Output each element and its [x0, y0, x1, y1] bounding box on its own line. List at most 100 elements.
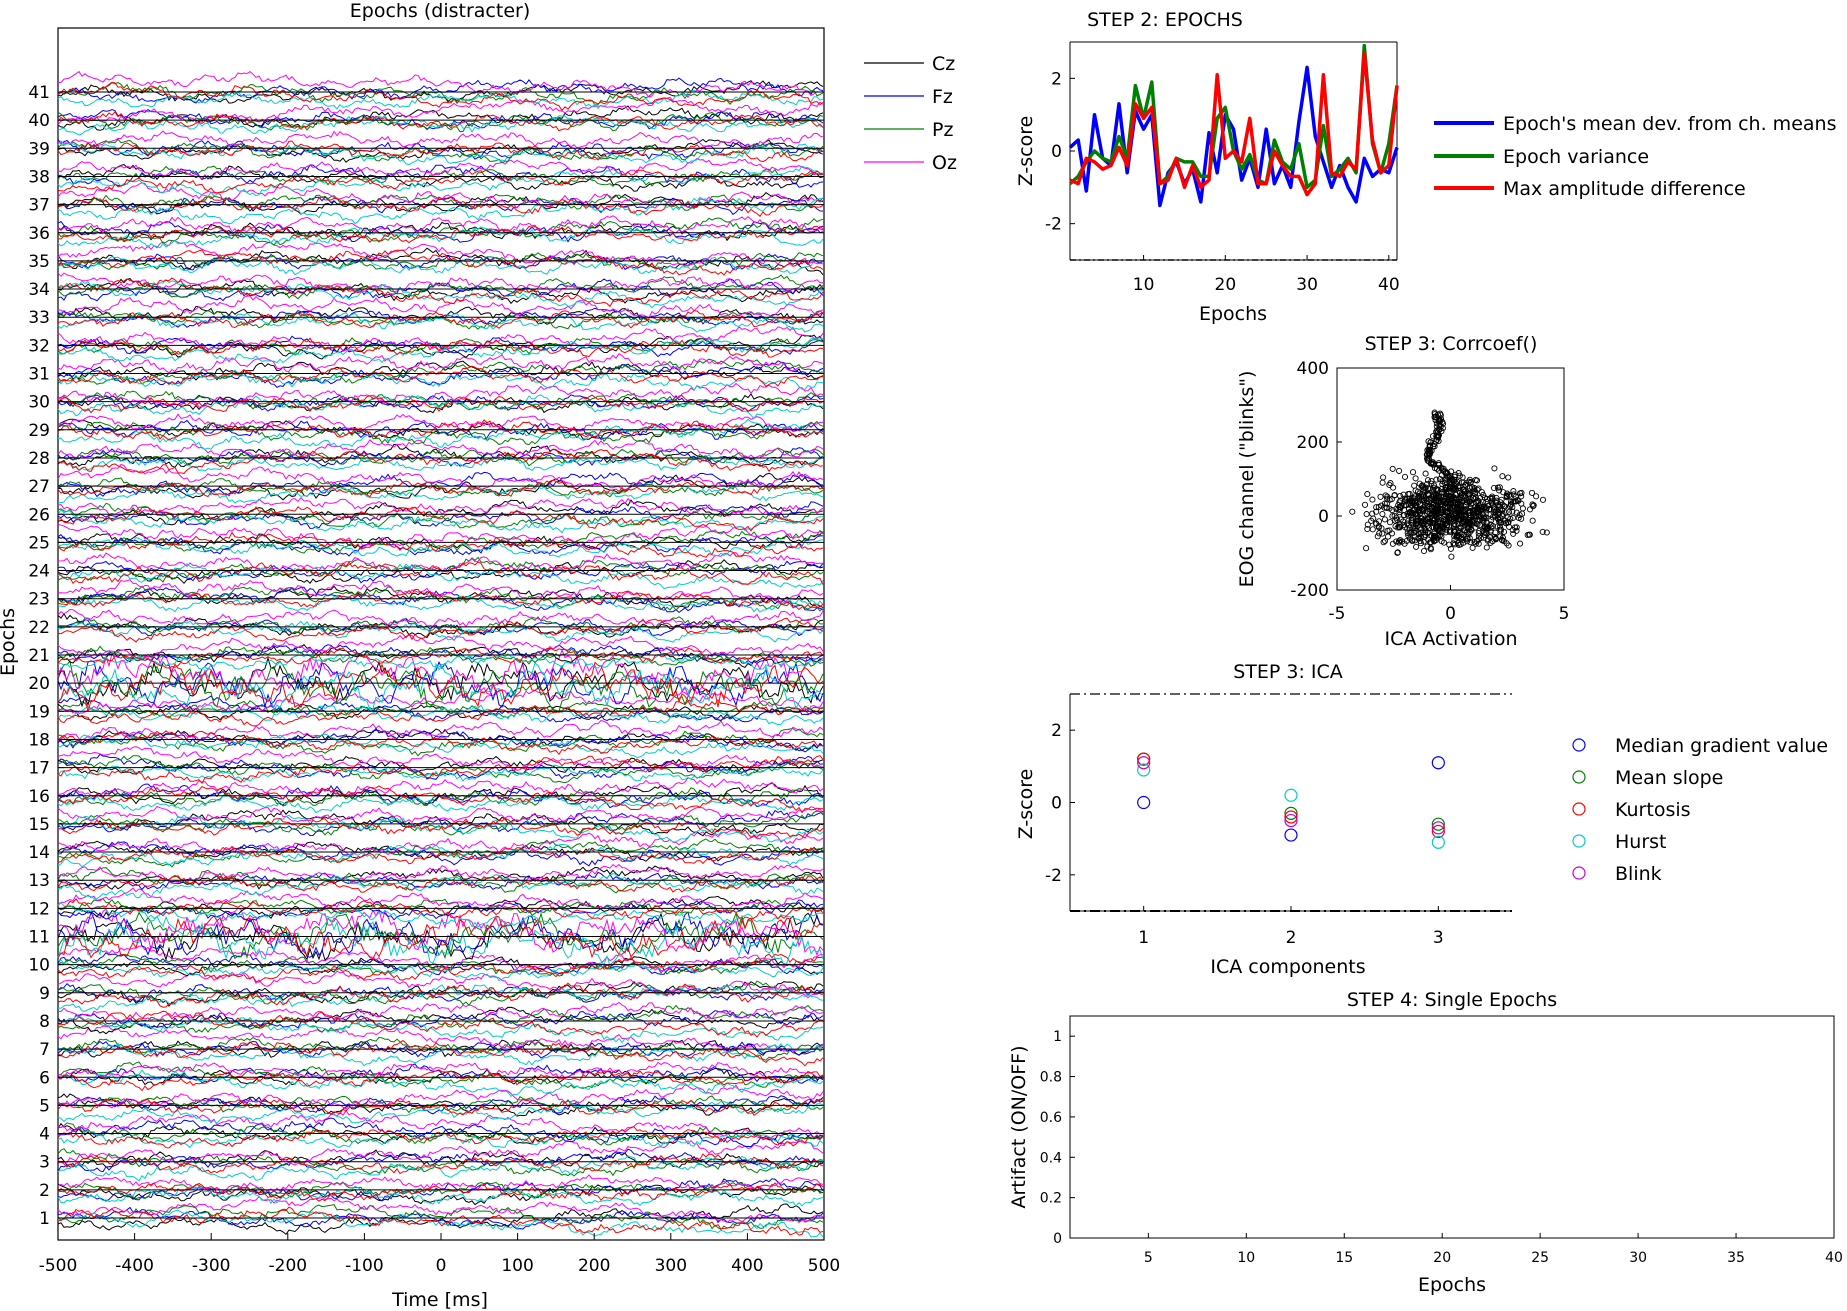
epoch-25-trace-aux2 [57, 531, 824, 558]
corrcoef-point [1440, 523, 1447, 530]
step4-xlabel: Epochs [1418, 1274, 1486, 1296]
epochs-ylabel: Epochs [0, 608, 19, 676]
corrcoef-point [1466, 535, 1473, 542]
epoch-29-trace-oz [57, 413, 824, 433]
corrcoef-point [1412, 475, 1419, 482]
corrcoef-point [1404, 525, 1411, 532]
corrcoef-point [1401, 473, 1409, 480]
epoch-34-trace-pz [57, 274, 824, 300]
corrcoef-point [1478, 489, 1485, 496]
epoch-40-trace-pz [57, 111, 824, 133]
epoch-6-trace-aux2 [57, 1069, 824, 1092]
epoch-31-trace-aux1 [57, 369, 824, 391]
epoch-39-trace-oz [57, 130, 824, 149]
corrcoef-point [1397, 504, 1404, 511]
epoch-9-trace-aux2 [57, 982, 824, 1008]
ica-xtick-label-3: 3 [1433, 928, 1444, 948]
step2-xtick-label-10: 10 [1133, 275, 1155, 295]
epoch-4-tick-label: 4 [39, 1125, 50, 1145]
epoch-12-trace-pz [57, 898, 824, 917]
corrcoef-point [1404, 529, 1411, 537]
epoch-33-trace-oz [57, 295, 824, 319]
epoch-3-trace-aux2 [57, 1153, 824, 1175]
epoch-15-trace-oz [57, 805, 824, 824]
corrcoef-point [1517, 490, 1524, 497]
epoch-24-trace-aux1 [57, 563, 824, 590]
corrcoef-point [1411, 493, 1418, 500]
corrcoef-ytick-label-400: 400 [1297, 359, 1329, 379]
step4-xtick-label-10: 10 [1237, 1250, 1255, 1266]
epoch-28-trace-aux1 [57, 453, 824, 472]
corrcoef-point [1530, 503, 1537, 510]
epoch-18-trace-cz [57, 727, 824, 752]
corrcoef-ticks: -5 0 5 400 200 0 -200 [1290, 359, 1569, 624]
corrcoef-point [1440, 539, 1448, 546]
corrcoef-point [1393, 505, 1400, 512]
corrcoef-point [1459, 492, 1466, 500]
step4-ytick-label-0: 0 [1053, 1231, 1062, 1247]
corrcoef-point [1483, 525, 1490, 532]
corrcoef-point [1427, 439, 1434, 446]
ica-xtick-label-1: 1 [1138, 928, 1149, 948]
corrcoef-point [1424, 480, 1431, 488]
epoch-28-trace-oz [57, 439, 824, 459]
step2-title: STEP 2: EPOCHS [1087, 9, 1243, 31]
corrcoef-point [1409, 538, 1416, 545]
epoch-16-trace-aux2 [57, 785, 824, 814]
epoch-35-trace-oz [57, 239, 824, 267]
corrcoef-point [1437, 518, 1444, 525]
corrcoef-point [1512, 497, 1519, 505]
epochs-xtick-label--300: -300 [192, 1256, 231, 1276]
corrcoef-point [1421, 525, 1428, 532]
corrcoef-point [1376, 530, 1383, 537]
corrcoef-point [1391, 512, 1398, 519]
corrcoef-point [1529, 517, 1536, 524]
epoch-15-trace-fz [57, 809, 824, 837]
ica-point-s2-c2 [1284, 806, 1298, 820]
epoch-19-trace-cz [57, 703, 824, 721]
epoch-5-trace-aux1 [57, 1100, 824, 1125]
epoch-23-trace-aux1 [57, 594, 824, 613]
corrcoef-point [1526, 506, 1534, 513]
corrcoef-point [1373, 504, 1380, 511]
corrcoef-point [1533, 493, 1540, 500]
epoch-39-trace-aux2 [57, 140, 824, 163]
step2-ytick-label-0: 0 [1051, 142, 1062, 162]
corrcoef-point [1452, 541, 1459, 548]
epoch-32-trace-aux1 [57, 337, 824, 364]
corrcoef-point [1469, 544, 1476, 551]
corrcoef-point [1384, 533, 1392, 540]
step4-ytick-label-0.2: 0.2 [1040, 1191, 1062, 1207]
epoch-11-tick-label: 11 [28, 928, 50, 948]
epoch-40-trace-cz [57, 105, 824, 131]
corrcoef-point [1509, 508, 1516, 515]
corrcoef-point [1424, 508, 1431, 515]
epoch-32-trace-aux2 [57, 337, 824, 358]
epoch-20-trace-aux2 [57, 661, 824, 712]
corrcoef-point [1389, 540, 1396, 547]
ica-point-s1-c2 [1284, 828, 1298, 842]
epoch-19-trace-aux2 [57, 699, 824, 727]
corrcoef-point [1505, 508, 1513, 516]
epochs-xtick-label--400: -400 [115, 1256, 154, 1276]
corrcoef-point [1526, 531, 1533, 538]
corrcoef-point [1443, 488, 1450, 495]
step4-xtick-label-20: 20 [1433, 1250, 1451, 1266]
ica-legend-marker-4 [1572, 834, 1586, 848]
corrcoef-point [1472, 540, 1479, 547]
corrcoef-xlabel: ICA Activation [1384, 628, 1517, 650]
epoch-35-trace-aux2 [57, 249, 824, 276]
corrcoef-point [1434, 505, 1441, 512]
corrcoef-point [1539, 496, 1547, 503]
ica-ytick-label-2: 2 [1051, 721, 1062, 741]
corrcoef-point [1517, 540, 1524, 547]
epoch-11-trace-oz [57, 907, 824, 957]
epoch-29-trace-aux1 [57, 418, 824, 450]
epoch-1-trace-aux2 [57, 1206, 824, 1236]
corrcoef-point [1492, 499, 1499, 506]
epoch-38-tick-label: 38 [28, 167, 50, 187]
epochs-traces [57, 70, 824, 1238]
ica-panel: STEP 3: ICA 1 2 3 2 0 -2 ICA components Z-sco… [1015, 661, 1828, 978]
corrcoef-point [1417, 537, 1424, 545]
epoch-13-trace-oz [57, 863, 824, 885]
